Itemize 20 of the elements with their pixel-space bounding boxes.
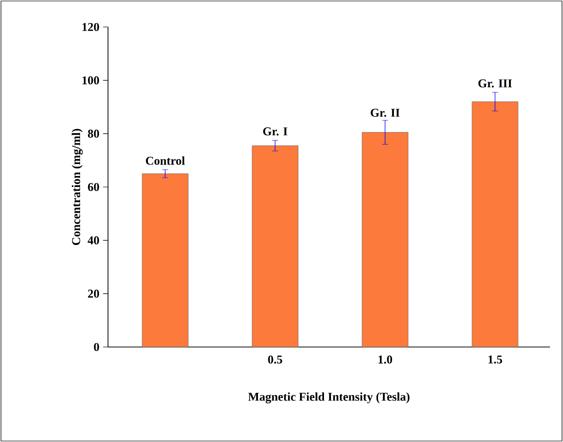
y-tick-label: 100 xyxy=(82,76,100,84)
y-axis-title: Concentration (mg/ml) xyxy=(72,128,83,246)
annotation: Gr. I xyxy=(263,127,288,136)
x-axis-title: Magnetic Field Intensity (Tesla) xyxy=(248,392,410,404)
bar xyxy=(142,173,188,348)
x-tick-label: 0.5 xyxy=(268,356,282,364)
bar xyxy=(472,101,518,348)
y-tick-label: 0 xyxy=(94,342,100,352)
y-tick-label: 60 xyxy=(88,182,100,192)
y-tick-label: 20 xyxy=(88,290,100,298)
bar xyxy=(252,145,298,348)
y-tick-label: 40 xyxy=(88,236,100,244)
x-tick-label: 1.0 xyxy=(378,356,392,364)
y-tick-label: 120 xyxy=(82,22,100,32)
x-tick-label: 1.5 xyxy=(488,356,502,364)
y-tick-label: 80 xyxy=(88,130,100,138)
annotation: Gr. III xyxy=(478,79,512,88)
bar xyxy=(362,132,408,348)
annotation: Gr. II xyxy=(370,108,400,117)
annotation: Control xyxy=(146,156,185,165)
